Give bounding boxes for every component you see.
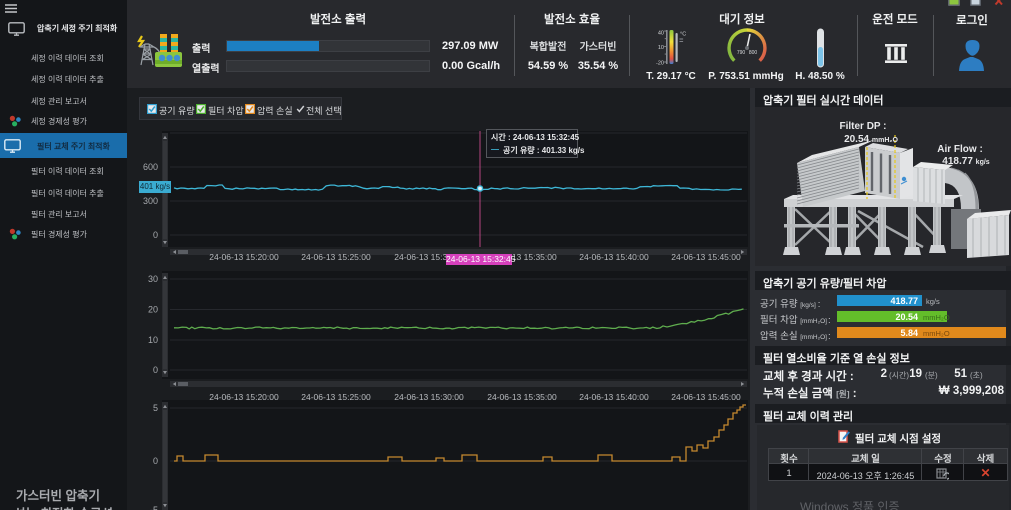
svg-text:20: 20 (148, 305, 158, 315)
svg-text:0: 0 (153, 456, 158, 466)
svg-text:600: 600 (143, 162, 158, 172)
svg-text:30: 30 (148, 274, 158, 284)
svg-text:300: 300 (143, 196, 158, 206)
svg-text:10: 10 (148, 335, 158, 345)
svg-text:0: 0 (153, 365, 158, 375)
svg-text:-20: -20 (656, 61, 664, 67)
svg-text:°C: °C (680, 32, 686, 38)
svg-text:5: 5 (153, 403, 158, 413)
svg-text:0: 0 (153, 230, 158, 240)
svg-text:800: 800 (749, 50, 758, 56)
svg-text:-5: -5 (150, 505, 158, 510)
svg-text:10: 10 (658, 45, 664, 51)
svg-text:40: 40 (658, 31, 664, 37)
svg-text:790: 790 (737, 50, 746, 56)
